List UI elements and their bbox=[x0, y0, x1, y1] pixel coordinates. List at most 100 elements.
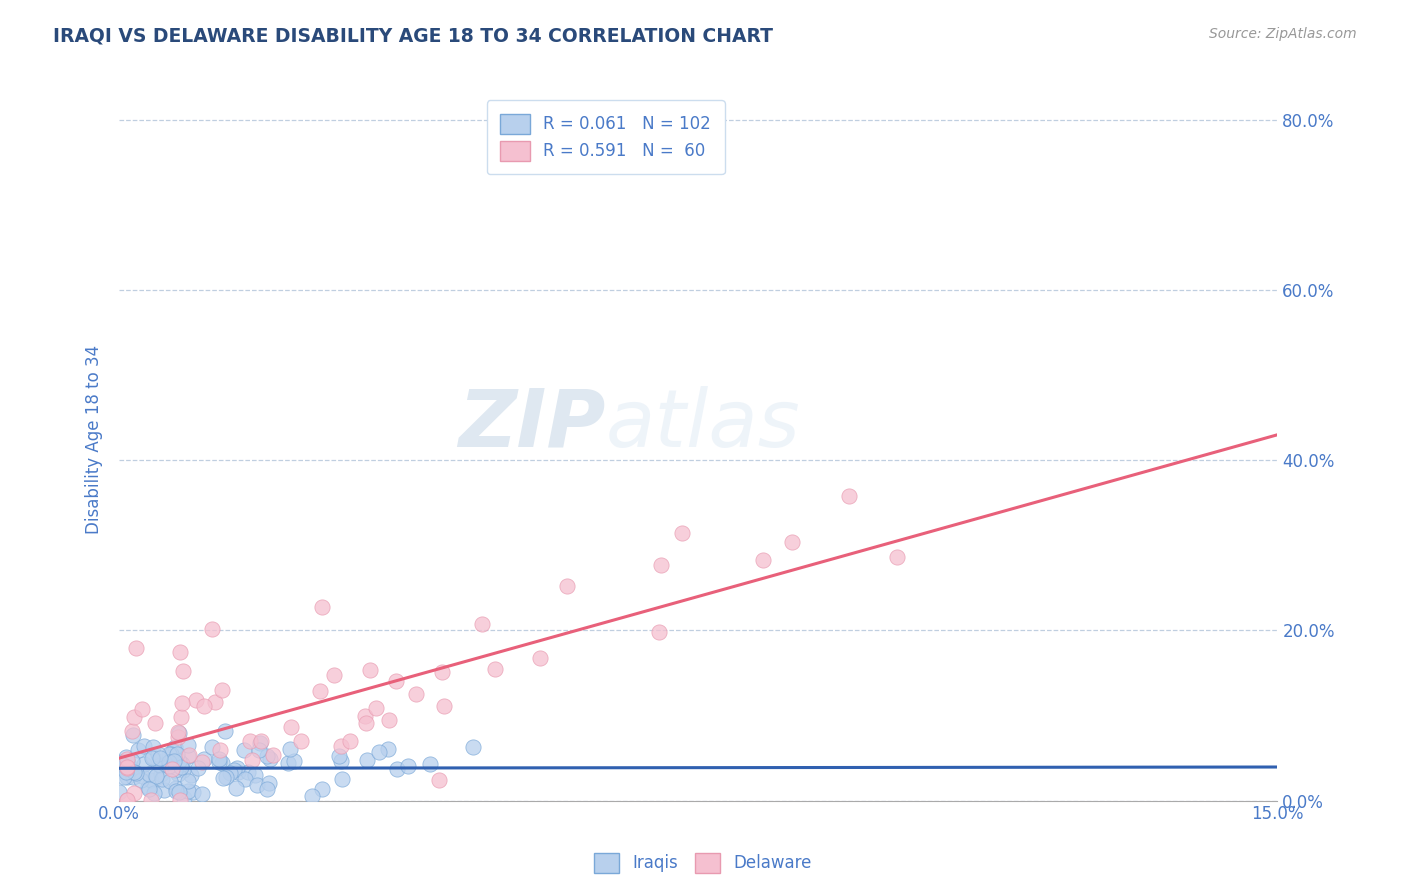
Text: IRAQI VS DELAWARE DISABILITY AGE 18 TO 34 CORRELATION CHART: IRAQI VS DELAWARE DISABILITY AGE 18 TO 3… bbox=[53, 27, 773, 45]
Point bbox=[359, 664, 381, 678]
Point bbox=[149, 758, 172, 772]
Point bbox=[385, 673, 408, 688]
Point bbox=[239, 733, 262, 747]
Point bbox=[211, 756, 233, 770]
Point bbox=[132, 756, 155, 771]
Point bbox=[139, 772, 162, 787]
Point bbox=[115, 764, 138, 779]
Point bbox=[228, 765, 250, 780]
Point bbox=[225, 780, 247, 795]
Point bbox=[166, 747, 188, 761]
Legend: Iraqis, Delaware: Iraqis, Delaware bbox=[588, 847, 818, 880]
Point bbox=[169, 725, 191, 739]
Point bbox=[256, 781, 278, 796]
Point bbox=[290, 733, 312, 747]
Point bbox=[125, 641, 148, 656]
Point bbox=[470, 617, 492, 632]
Point bbox=[247, 743, 270, 757]
Point bbox=[157, 758, 180, 772]
Point bbox=[173, 790, 195, 805]
Point bbox=[262, 747, 284, 762]
Point bbox=[671, 526, 693, 541]
Point bbox=[211, 683, 233, 698]
Point bbox=[177, 748, 200, 763]
Point bbox=[115, 752, 138, 766]
Point bbox=[166, 767, 188, 781]
Point bbox=[218, 766, 240, 780]
Point bbox=[212, 771, 235, 785]
Point bbox=[115, 759, 138, 773]
Point bbox=[433, 699, 456, 714]
Point bbox=[142, 750, 165, 764]
Point bbox=[233, 772, 256, 786]
Point bbox=[396, 758, 419, 772]
Point bbox=[124, 710, 146, 724]
Point bbox=[142, 739, 165, 754]
Point bbox=[172, 665, 194, 679]
Point bbox=[782, 535, 804, 549]
Point bbox=[115, 793, 138, 807]
Point bbox=[169, 710, 191, 724]
Point bbox=[354, 715, 377, 730]
Point bbox=[136, 780, 159, 795]
Point bbox=[122, 765, 145, 780]
Point bbox=[886, 550, 908, 565]
Point bbox=[215, 770, 238, 784]
Point bbox=[256, 749, 278, 764]
Point bbox=[170, 757, 193, 772]
Point bbox=[165, 764, 187, 778]
Legend: R = 0.061   N = 102, R = 0.591   N =  60: R = 0.061 N = 102, R = 0.591 N = 60 bbox=[486, 100, 724, 174]
Point bbox=[187, 761, 209, 775]
Point bbox=[169, 645, 191, 659]
Point bbox=[311, 599, 333, 614]
Point bbox=[162, 763, 184, 777]
Point bbox=[143, 715, 166, 730]
Point bbox=[432, 665, 454, 679]
Point bbox=[115, 750, 138, 764]
Point bbox=[330, 739, 353, 754]
Point bbox=[226, 762, 249, 776]
Point bbox=[204, 696, 226, 710]
Point bbox=[236, 764, 259, 779]
Point bbox=[181, 785, 204, 799]
Point bbox=[167, 730, 190, 744]
Point bbox=[367, 745, 389, 759]
Point bbox=[138, 767, 160, 781]
Point bbox=[167, 725, 190, 739]
Point bbox=[149, 750, 172, 764]
Point bbox=[150, 767, 173, 781]
Point bbox=[167, 785, 190, 799]
Point bbox=[209, 742, 232, 756]
Point bbox=[159, 747, 181, 761]
Point bbox=[222, 763, 245, 777]
Point bbox=[115, 770, 138, 784]
Point bbox=[157, 755, 180, 769]
Point bbox=[328, 749, 350, 764]
Point bbox=[172, 696, 194, 710]
Point bbox=[354, 709, 377, 723]
Point bbox=[162, 744, 184, 758]
Point bbox=[193, 752, 215, 766]
Point bbox=[277, 756, 299, 770]
Point bbox=[419, 757, 441, 772]
Point bbox=[132, 739, 155, 754]
Point bbox=[131, 702, 153, 716]
Point bbox=[179, 747, 201, 762]
Point bbox=[150, 772, 173, 786]
Point bbox=[112, 758, 135, 772]
Point bbox=[283, 754, 305, 768]
Point bbox=[330, 772, 353, 786]
Point bbox=[280, 720, 302, 734]
Point bbox=[114, 755, 136, 769]
Point bbox=[170, 760, 193, 774]
Point bbox=[121, 754, 143, 768]
Point bbox=[838, 489, 860, 503]
Point bbox=[121, 770, 143, 784]
Point bbox=[138, 782, 160, 797]
Point bbox=[143, 786, 166, 800]
Text: atlas: atlas bbox=[606, 385, 800, 464]
Point bbox=[157, 747, 180, 761]
Point bbox=[110, 756, 132, 770]
Point bbox=[191, 787, 214, 801]
Point bbox=[122, 728, 145, 742]
